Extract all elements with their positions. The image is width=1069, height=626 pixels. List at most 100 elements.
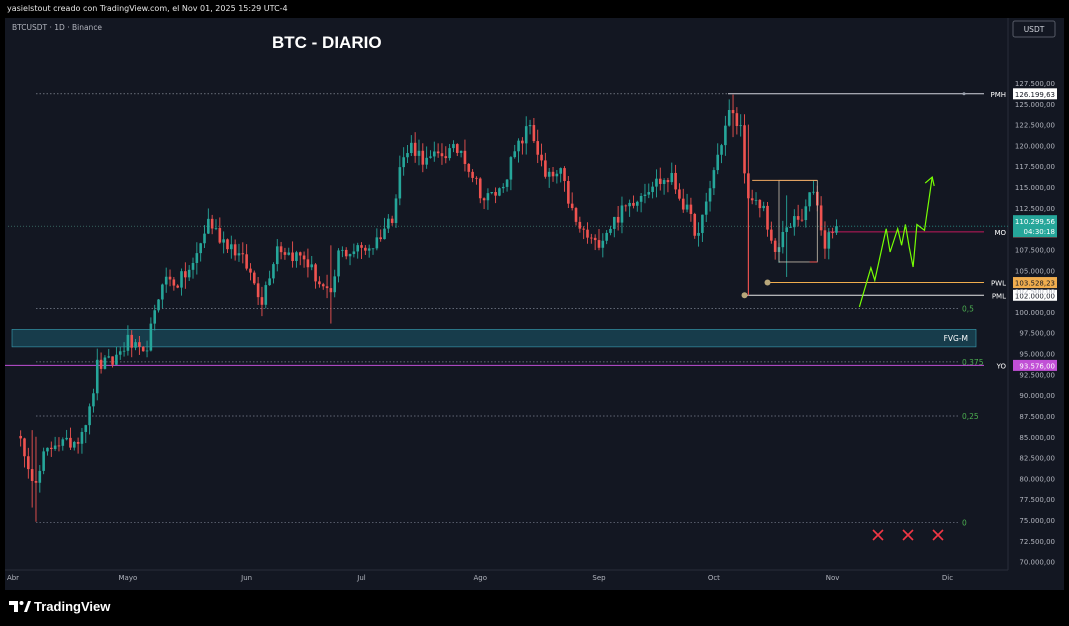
candle[interactable] (697, 222, 700, 247)
candle[interactable] (413, 132, 417, 163)
candle[interactable] (383, 217, 386, 240)
candle[interactable] (440, 143, 444, 165)
candle[interactable] (53, 436, 57, 451)
candle[interactable] (490, 191, 494, 195)
candle[interactable] (567, 176, 570, 209)
candle[interactable] (379, 229, 382, 242)
candle[interactable] (264, 281, 268, 309)
candle[interactable] (410, 135, 413, 157)
candle[interactable] (555, 169, 559, 184)
candle[interactable] (704, 192, 708, 223)
candle[interactable] (260, 286, 264, 317)
candle[interactable] (773, 238, 777, 260)
candle[interactable] (122, 342, 126, 357)
candle[interactable] (800, 208, 804, 222)
candle[interactable] (448, 143, 451, 161)
candle[interactable] (540, 143, 543, 167)
candle[interactable] (390, 215, 394, 226)
candle[interactable] (283, 247, 287, 260)
candle[interactable] (107, 348, 111, 359)
candle[interactable] (544, 152, 547, 179)
candle[interactable] (743, 114, 746, 184)
candle[interactable] (371, 248, 375, 255)
candle[interactable] (444, 146, 448, 164)
candle[interactable] (61, 437, 65, 451)
candle[interactable] (812, 180, 815, 195)
candle[interactable] (766, 202, 769, 237)
candle[interactable] (199, 242, 202, 262)
candle[interactable] (252, 270, 256, 286)
candle[interactable] (455, 143, 459, 157)
candle[interactable] (628, 199, 631, 217)
candle[interactable] (804, 199, 808, 228)
candle[interactable] (310, 255, 314, 271)
candle[interactable] (295, 250, 298, 268)
candle[interactable] (459, 150, 463, 158)
candle[interactable] (72, 440, 76, 451)
candle[interactable] (402, 147, 405, 176)
candle[interactable] (157, 299, 160, 313)
candle[interactable] (306, 248, 310, 278)
candle[interactable] (678, 183, 681, 201)
candle[interactable] (547, 167, 551, 188)
candle[interactable] (325, 274, 329, 299)
candle[interactable] (222, 231, 225, 254)
candle[interactable] (819, 196, 823, 236)
candle[interactable] (720, 143, 723, 164)
candle[interactable] (329, 245, 333, 324)
candle[interactable] (321, 282, 325, 290)
candle[interactable] (689, 197, 693, 222)
candle[interactable] (666, 177, 670, 193)
pwl-anchor-dot[interactable] (764, 279, 771, 286)
candle[interactable] (513, 144, 517, 159)
candle[interactable] (348, 253, 352, 266)
candle[interactable] (693, 212, 697, 239)
candle[interactable] (99, 352, 103, 374)
candle[interactable] (394, 194, 398, 228)
currency-button[interactable]: USDT (1012, 20, 1056, 38)
candle[interactable] (593, 234, 597, 251)
candle[interactable] (298, 251, 302, 266)
candle[interactable] (750, 189, 754, 205)
candle[interactable] (823, 221, 827, 259)
candle[interactable] (168, 269, 172, 287)
candle[interactable] (616, 205, 620, 231)
candle[interactable] (536, 129, 540, 164)
candle[interactable] (762, 201, 765, 212)
candle[interactable] (635, 200, 639, 212)
candle[interactable] (436, 143, 440, 158)
candle[interactable] (724, 115, 727, 156)
candle[interactable] (651, 181, 654, 199)
candle[interactable] (770, 221, 773, 244)
candle[interactable] (364, 245, 367, 255)
candle[interactable] (275, 239, 279, 272)
candle[interactable] (498, 187, 501, 197)
candle[interactable] (586, 222, 589, 244)
candle[interactable] (88, 403, 91, 435)
candle[interactable] (291, 241, 294, 268)
candle[interactable] (126, 325, 130, 356)
candle[interactable] (735, 107, 739, 135)
candle[interactable] (272, 262, 275, 284)
candle[interactable] (685, 193, 689, 213)
candle[interactable] (118, 346, 122, 360)
candle[interactable] (639, 193, 643, 213)
candle[interactable] (333, 269, 337, 298)
candle[interactable] (302, 251, 306, 268)
candle[interactable] (180, 268, 183, 296)
candle[interactable] (130, 330, 134, 358)
candle[interactable] (141, 346, 145, 352)
candle[interactable] (80, 427, 84, 454)
candle[interactable] (716, 143, 720, 175)
candle[interactable] (590, 233, 593, 244)
candle[interactable] (34, 436, 38, 522)
candle[interactable] (681, 188, 685, 213)
candle[interactable] (452, 140, 455, 153)
candle[interactable] (670, 162, 674, 185)
candle[interactable] (218, 217, 222, 244)
candle[interactable] (341, 246, 344, 258)
candle[interactable] (233, 239, 237, 261)
candle[interactable] (613, 216, 616, 238)
candle[interactable] (597, 228, 601, 251)
